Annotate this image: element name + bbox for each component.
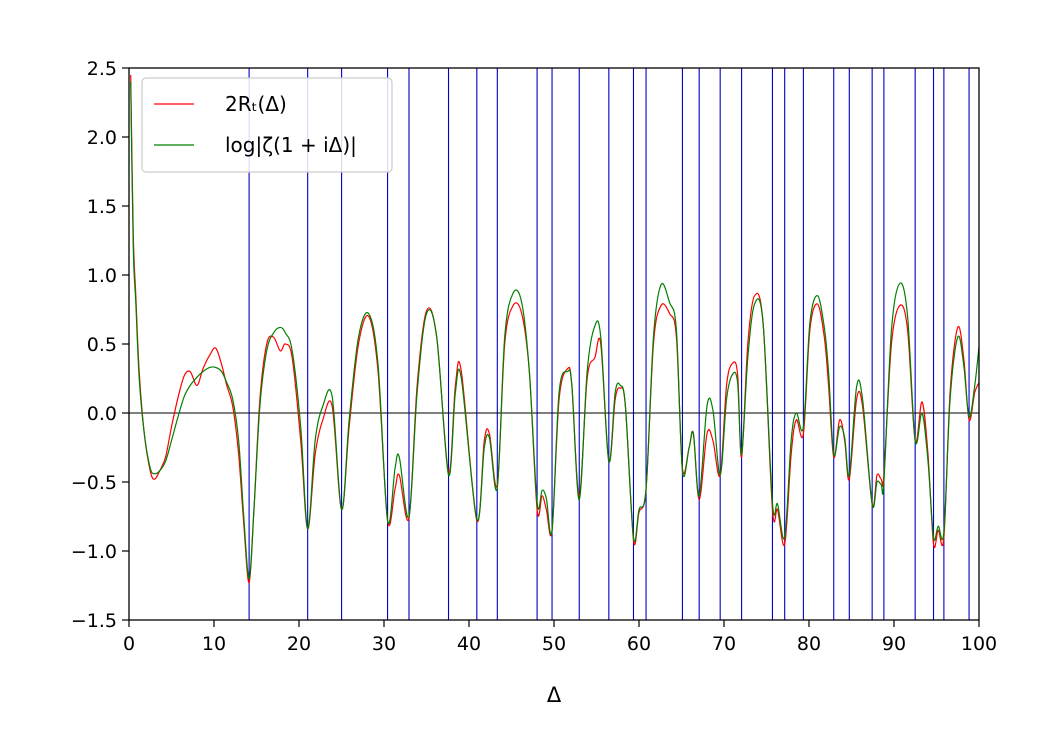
x-tick-label-4: 40 <box>457 633 481 655</box>
y-tick-label-5: 1.0 <box>87 265 117 287</box>
x-axis-label: Δ <box>547 683 562 707</box>
y-tick-label-1: −1.0 <box>71 541 117 563</box>
y-tick-label-6: 1.5 <box>87 196 117 218</box>
x-tick-label-1: 10 <box>202 633 226 655</box>
y-tick-label-3: 0.0 <box>87 403 117 425</box>
legend-label-1: log|ζ(1 + iΔ)| <box>225 133 357 157</box>
legend-box <box>141 77 393 173</box>
y-tick-label-4: 0.5 <box>87 334 117 356</box>
series-layer <box>130 74 979 584</box>
x-tick-label-7: 70 <box>712 633 736 655</box>
y-tick-label-7: 2.0 <box>87 127 117 149</box>
x-tick-label-9: 90 <box>882 633 906 655</box>
legend: 2Rₜ(Δ) log|ζ(1 + iΔ)| <box>141 77 393 173</box>
x-tick-label-0: 0 <box>123 633 135 655</box>
x-tick-label-6: 60 <box>627 633 651 655</box>
x-tick-label-3: 30 <box>372 633 396 655</box>
x-tick-label-2: 20 <box>287 633 311 655</box>
y-tick-label-0: −1.5 <box>71 610 117 632</box>
legend-label-0: 2Rₜ(Δ) <box>225 92 287 116</box>
x-tick-label-8: 80 <box>797 633 821 655</box>
y-tick-label-2: −0.5 <box>71 472 117 494</box>
x-tick-label-10: 100 <box>961 633 997 655</box>
y-tick-label-8: 2.5 <box>87 58 117 80</box>
ticks-layer: 0 10 20 30 40 50 60 70 80 90 100 −1.5 −1.0 −0.5 0.0 0.5… <box>71 58 997 655</box>
series-line-1 <box>130 81 979 580</box>
x-tick-label-5: 50 <box>542 633 566 655</box>
